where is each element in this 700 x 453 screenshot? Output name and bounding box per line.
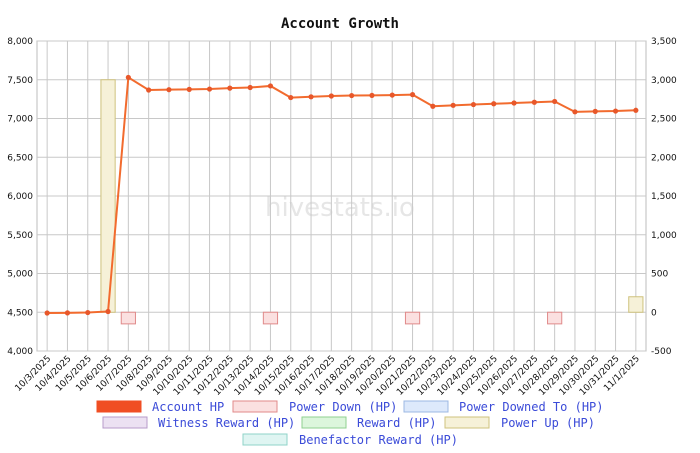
watermark-text: hivestats.io (265, 193, 415, 223)
account-hp-point (206, 86, 213, 92)
account-hp-point (146, 87, 152, 93)
y-right-tick-label: 500 (651, 270, 668, 280)
account-hp-line (44, 74, 639, 316)
y-left-tick-label: 8,000 (7, 37, 33, 47)
legend-label: Benefactor Reward (HP) (299, 433, 458, 447)
account-hp-point (531, 99, 537, 105)
legend-label: Witness Reward (HP) (158, 416, 295, 430)
power-down-hp-bar (404, 311, 421, 325)
chart-title: Account Growth (281, 16, 399, 32)
y-right-tick-label: 1,500 (651, 192, 677, 202)
legend-label: Reward (HP) (357, 416, 436, 430)
account-hp-point (389, 92, 395, 98)
account-hp-point (288, 94, 294, 101)
y-right-tick-label: 3,500 (651, 37, 677, 47)
account-hp-point (511, 100, 517, 106)
y-right-tick-label: 3,000 (651, 76, 677, 86)
account-hp-point (64, 310, 71, 316)
account-hp-point (572, 109, 578, 115)
y-left-tick-label: 6,000 (7, 192, 33, 202)
account-hp-point (166, 87, 172, 93)
account-hp-point (612, 108, 619, 114)
y-left-tick-label: 4,000 (7, 347, 33, 357)
power-up-hp-bar (100, 79, 116, 313)
account-hp-point (450, 102, 456, 108)
legend-label: Power Up (HP) (501, 416, 595, 430)
grid-lines (36, 40, 647, 352)
legend-label: Power Down (HP) (289, 400, 397, 414)
y-left-tick-label: 5,500 (7, 231, 33, 241)
legend-swatch (444, 416, 490, 429)
account-hp-point (328, 93, 334, 99)
bar-series (100, 79, 644, 325)
legend-swatch (242, 433, 288, 446)
account-hp-point (308, 94, 314, 100)
account-hp-point (491, 101, 497, 107)
account-hp-point (470, 101, 477, 108)
legend-swatch (403, 400, 449, 413)
y-right-tick-label: 2,000 (651, 153, 677, 163)
power-up-hp-bar (628, 296, 644, 313)
y-left-tick-label: 5,000 (7, 270, 33, 280)
account-hp-point (125, 74, 131, 81)
account-hp-point (633, 107, 639, 113)
account-hp-point (369, 92, 375, 99)
y-left-tick-label: 7,500 (7, 76, 33, 86)
y-left-tick-label: 4,500 (7, 308, 33, 318)
y-right-tick-label: 1,000 (651, 231, 677, 241)
account-hp-point (227, 85, 233, 91)
legend-swatch (102, 416, 148, 429)
account-hp-point (349, 92, 355, 99)
y-right-tick-label: 2,500 (651, 115, 677, 125)
y-left-tick-label: 7,000 (7, 115, 33, 125)
account-hp-point (247, 84, 253, 91)
legend-swatch (301, 416, 347, 429)
account-hp-point (409, 92, 416, 98)
power-down-hp-bar (547, 311, 563, 325)
power-down-hp-bar (262, 311, 279, 325)
y-left-tick-label: 6,500 (7, 153, 33, 163)
account-hp-point (552, 98, 558, 105)
account-hp-polyline (47, 75, 636, 315)
y-right-tick-label: -500 (651, 347, 672, 357)
legend-swatch (96, 400, 142, 413)
account-hp-point (592, 108, 598, 114)
legend-label: Account HP (152, 400, 224, 414)
legend-label: Power Downed To (HP) (459, 400, 604, 414)
account-hp-point (430, 103, 436, 109)
legend: Account HP Power Down (HP) Power Downed To… (96, 400, 604, 447)
legend-swatch (232, 400, 278, 413)
power-down-hp-bar (120, 311, 136, 325)
account-hp-point (105, 308, 111, 315)
account-hp-point (186, 86, 192, 92)
y-right-tick-label: 0 (651, 308, 657, 318)
account-hp-point (44, 310, 50, 316)
account-hp-point (85, 309, 91, 316)
account-hp-point (267, 83, 274, 89)
